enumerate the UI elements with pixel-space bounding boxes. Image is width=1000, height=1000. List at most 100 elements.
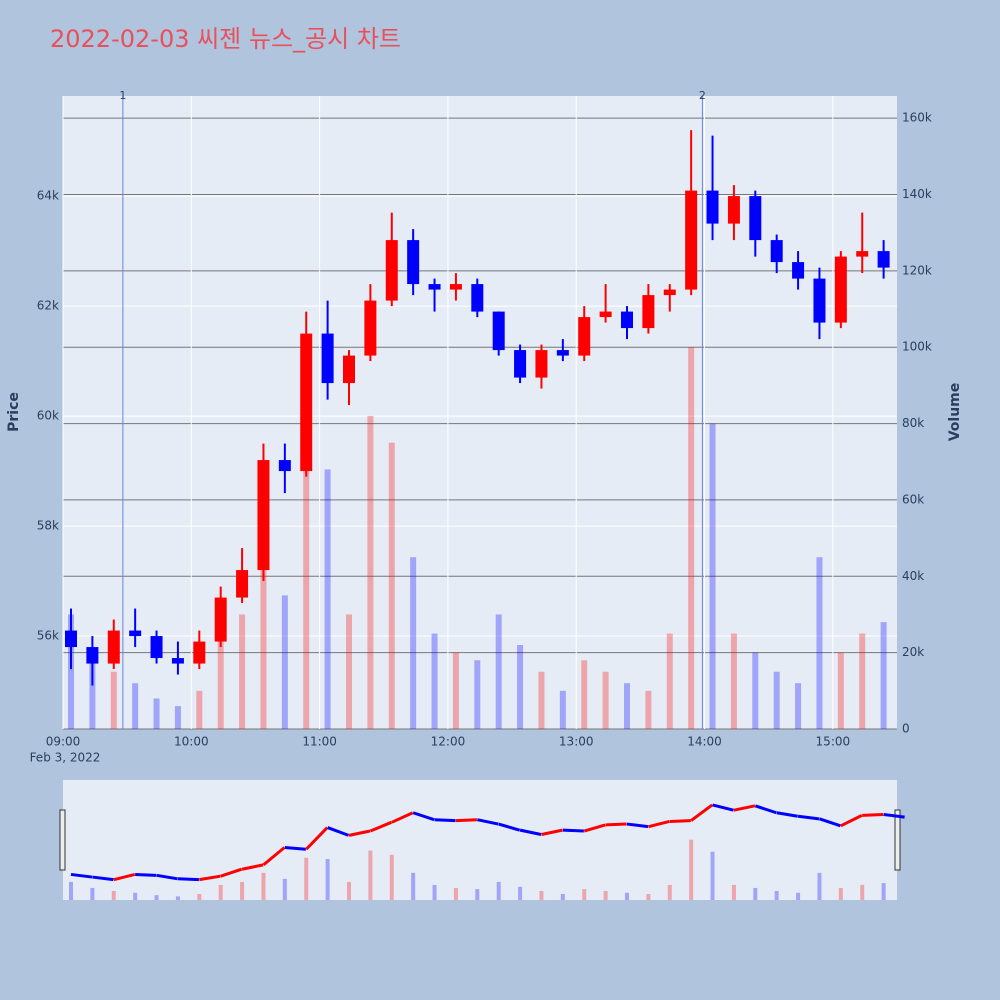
slider-volume-bar	[881, 883, 886, 900]
slider-candle	[498, 822, 521, 832]
candle-body	[514, 350, 527, 378]
candle-body	[449, 284, 462, 290]
candle-body	[877, 251, 890, 268]
candle-body	[471, 284, 484, 312]
candle-body	[278, 460, 291, 472]
slider-volume-bar	[389, 854, 394, 900]
candle-body	[364, 300, 377, 356]
volume-bar	[239, 614, 246, 729]
x-tick-label: 09:00	[46, 735, 81, 749]
y2-tick-label: 60k	[902, 492, 924, 506]
slider-volume-bar	[218, 884, 223, 900]
slider-handle[interactable]	[59, 809, 66, 871]
volume-bar	[68, 614, 74, 729]
volume-bar	[281, 595, 288, 729]
slider-candle	[648, 819, 670, 829]
x-tick-label: 11:00	[302, 735, 337, 749]
slider-volume-bar	[667, 884, 672, 900]
volume-bar	[324, 469, 331, 729]
slider-candle	[455, 818, 477, 823]
slider-volume-bar	[453, 887, 458, 900]
annotation-label: 2	[699, 89, 706, 102]
slider-volume-bar	[582, 889, 587, 900]
slider-candle	[70, 872, 93, 879]
volume-bar	[709, 423, 716, 729]
volume-bar	[624, 683, 630, 729]
marks	[65, 130, 905, 900]
slider-volume-bar	[240, 881, 245, 900]
slider-candle	[754, 804, 777, 815]
volume-bar	[859, 633, 866, 729]
y2-tick-label: 140k	[902, 187, 932, 201]
candle-body	[535, 350, 548, 378]
candle-body	[685, 190, 698, 290]
volume-bar	[410, 557, 417, 729]
candle-body	[129, 630, 142, 637]
slider-candle	[156, 873, 178, 881]
y2-tick-label: 160k	[902, 111, 932, 125]
slider-candle	[626, 822, 649, 829]
volume-bar	[645, 690, 652, 729]
slider-candle	[177, 877, 199, 882]
candle-body	[856, 251, 869, 257]
candle-body	[556, 350, 569, 356]
slider-volume-bar	[304, 857, 309, 900]
slider-volume-bar	[411, 872, 416, 900]
volume-bar	[880, 622, 887, 729]
slider-volume-bar	[261, 872, 266, 900]
candle-body	[792, 262, 805, 279]
x-tick-label: 15:00	[816, 735, 851, 749]
candle-body	[86, 647, 99, 664]
candle-body	[621, 311, 633, 329]
volume-bar	[730, 633, 737, 729]
y2-tick-label: 120k	[902, 263, 932, 277]
slider-candle	[541, 828, 563, 836]
slider-volume-bar	[731, 884, 736, 900]
volume-bar	[110, 671, 117, 729]
candle-body	[749, 196, 762, 241]
y-axis-title: Price	[6, 392, 22, 432]
slider-volume-bar	[817, 872, 822, 900]
slider-candle	[562, 828, 584, 833]
slider-volume-bar	[539, 890, 544, 900]
slider-candle	[135, 872, 157, 877]
volume-bar	[346, 614, 352, 729]
slider-candle	[690, 803, 714, 822]
y-tick-label: 58k	[37, 519, 59, 533]
slider-volume-bar	[111, 890, 116, 900]
candle-body	[599, 311, 612, 318]
volume-bar	[602, 671, 609, 729]
slider-candle	[862, 813, 884, 817]
candle-body	[385, 240, 398, 301]
volume-bar	[666, 633, 673, 729]
chart-title: 2022-02-03 씨젠 뉴스_공시 차트	[50, 25, 401, 53]
slider-candle	[348, 829, 371, 837]
slider-volume-bar	[90, 887, 95, 900]
volume-bar	[837, 652, 844, 729]
slider-candle	[712, 803, 734, 812]
slider-handle[interactable]	[894, 809, 901, 871]
slider-volume-bar	[689, 839, 694, 900]
slider-candle	[776, 811, 798, 818]
slider-candle	[113, 872, 136, 882]
candle-body	[834, 256, 847, 323]
candle-body	[236, 570, 249, 598]
slider-candle	[220, 867, 243, 878]
volume-bar	[388, 442, 395, 729]
slider-volume-bar	[197, 893, 202, 900]
slider-volume-bar	[133, 892, 138, 900]
volume-bar	[688, 347, 695, 729]
candle-body	[343, 355, 355, 384]
slider-candle	[434, 818, 456, 823]
candle-body	[407, 240, 420, 285]
slider-candle	[241, 863, 264, 871]
x-tick-label: 12:00	[431, 735, 466, 749]
volume-bar	[367, 415, 374, 729]
slider-volume-bar	[325, 858, 330, 900]
slider-candle	[327, 826, 350, 837]
volume-bar	[816, 557, 823, 729]
y-tick-label: 62k	[37, 299, 59, 313]
range-slider[interactable]	[63, 780, 897, 900]
slider-candle	[883, 813, 905, 819]
slider-candle	[583, 823, 606, 833]
